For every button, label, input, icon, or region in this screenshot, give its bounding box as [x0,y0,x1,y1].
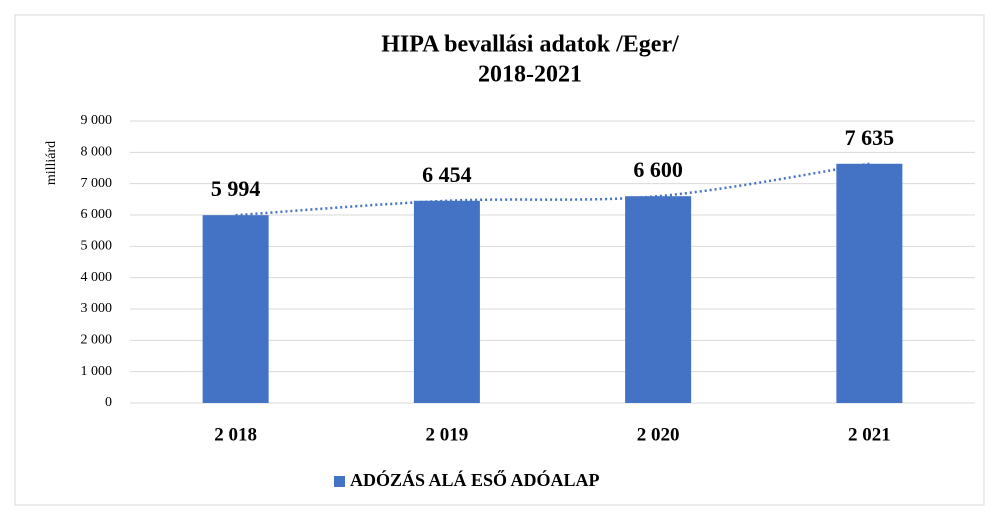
y-axis-label: milliárd [44,141,59,185]
y-tick-label: 0 [105,395,112,410]
legend-label: ADÓZÁS ALÁ ESŐ ADÓALAP [350,469,600,490]
x-tick-label: 2 018 [214,424,257,445]
chart-border [14,14,985,506]
y-tick-label: 6 000 [81,207,113,222]
data-label: 6 454 [422,162,472,187]
y-tick-label: 3 000 [81,301,113,316]
bar [413,200,480,403]
data-label: 7 635 [845,125,895,150]
data-label: 6 600 [633,157,683,182]
y-tick-label: 4 000 [81,270,113,285]
y-tick-label: 8 000 [81,145,113,160]
y-tick-label: 9 000 [81,113,113,128]
y-tick-label: 7 000 [81,176,113,191]
x-tick-label: 2 020 [637,424,680,445]
bar [202,215,269,403]
y-tick-label: 2 000 [81,333,113,348]
x-tick-label: 2 021 [848,424,891,445]
legend-swatch [334,476,345,487]
y-tick-label: 5 000 [81,239,113,254]
chart-title: 2018-2021 [478,62,582,88]
y-tick-label: 1 000 [81,364,113,379]
x-tick-label: 2 019 [426,424,469,445]
bar [836,163,903,403]
data-label: 5 994 [211,176,261,201]
bar [625,196,692,403]
chart-title: HIPA bevallási adatok /Eger/ [381,32,679,58]
